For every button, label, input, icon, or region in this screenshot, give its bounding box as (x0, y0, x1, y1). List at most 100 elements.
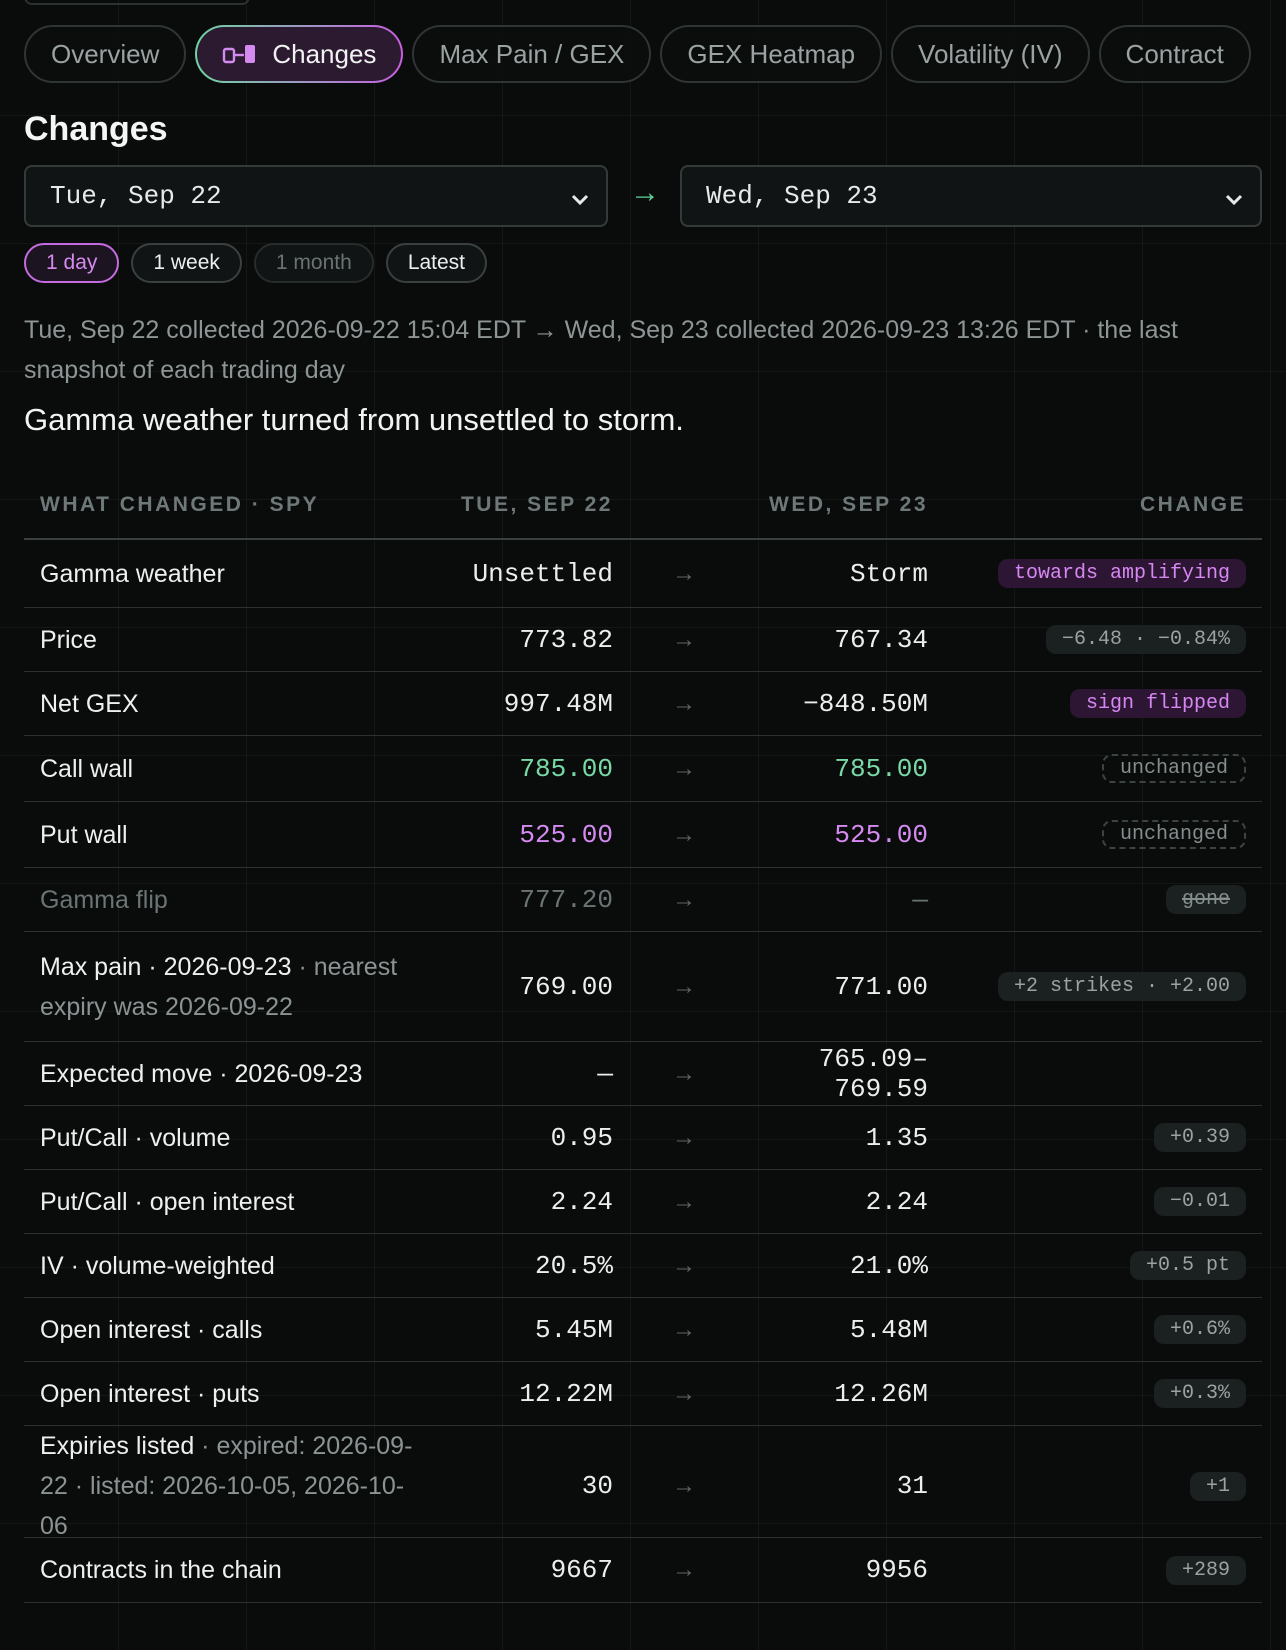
metric-label: Put/Call · volume (24, 1118, 434, 1158)
from-date-value: Tue, Sep 22 (50, 181, 222, 211)
range-latest-button[interactable]: Latest (385, 243, 488, 283)
snapshot-meta: Tue, Sep 22 collected 2026-09-22 15:04 E… (24, 316, 1178, 384)
metric-name: Put/Call · open interest (40, 1187, 295, 1216)
to-value: 31 (896, 1471, 928, 1501)
arrow-right-icon: → (672, 689, 696, 717)
metric-label: Expected move · 2026-09-23 (24, 1054, 434, 1094)
change-cell: +0.5 pt (944, 1251, 1262, 1280)
tab-label: Volatility (IV) (918, 38, 1063, 69)
metric-label: Expiries listed · expired: 2026-09-22 · … (24, 1426, 434, 1546)
to-value: 1.35 (865, 1122, 928, 1153)
table-body: Gamma weather Unsettled → Storm towards ampl… (24, 540, 1262, 1603)
change-badge: towards amplifying (997, 559, 1246, 588)
change-cell: +1 (944, 1471, 1262, 1501)
tab-gex-heatmap[interactable]: GEX Heatmap (660, 25, 883, 83)
diff-icon (222, 43, 258, 65)
range-arrow-icon: → (630, 176, 660, 209)
metric-label: Price (24, 620, 434, 660)
from-value: 777.20 (519, 884, 613, 915)
change-badge: gone (1165, 885, 1246, 914)
metric-name: Put/Call · volume (40, 1123, 231, 1152)
metric-label: Gamma weather (24, 554, 434, 594)
change-badge: +289 (1165, 1555, 1246, 1585)
metric-detail: · expired: 2026-09-22 · listed: 2026-10-… (40, 1432, 413, 1540)
from-value: 5.45M (534, 1314, 613, 1345)
table-row: Put/Call · volume 0.95 → 1.35 +0.39 (24, 1106, 1262, 1170)
table-row: Put wall 525.00 → 525.00 unchanged (24, 802, 1262, 868)
arrow-right-icon: → (672, 820, 696, 848)
tab-label: GEX Heatmap (687, 38, 856, 69)
from-value: 785.00 (519, 753, 613, 784)
change-badge: −6.48 · −0.84% (1045, 625, 1246, 654)
metric-name: Call wall (40, 754, 134, 783)
tab-label: Changes (272, 38, 377, 69)
chevron-down-icon (1224, 187, 1244, 217)
change-cell: towards amplifying (944, 559, 1262, 588)
from-value: 30 (581, 1471, 613, 1501)
arrow-right-icon: → (672, 1251, 696, 1279)
metric-label: Open interest · puts (24, 1374, 434, 1414)
to-date-value: Wed, Sep 23 (706, 181, 878, 211)
arrow-right-icon: → (672, 1123, 696, 1151)
table-row: Gamma flip 777.20 → — gone (24, 868, 1262, 932)
metric-label: Contracts in the chain (24, 1550, 434, 1590)
arrow-right-icon: → (672, 1187, 696, 1215)
to-value: 785.00 (834, 753, 928, 784)
tab-overview[interactable]: Overview (24, 25, 187, 83)
change-badge: unchanged (1101, 754, 1246, 783)
metric-label: Call wall (24, 749, 434, 789)
table-row: Price 773.82 → 767.34 −6.48 · −0.84% (24, 608, 1262, 672)
from-value: 12.22M (519, 1378, 613, 1409)
metric-name: Expiries listed (40, 1432, 195, 1460)
to-value: — (912, 884, 928, 915)
tab-contract[interactable]: Contract (1098, 25, 1251, 83)
range-1-week-button[interactable]: 1 week (131, 243, 242, 283)
tab-label: Overview (51, 38, 160, 69)
to-date-select[interactable]: Wed, Sep 23 (680, 165, 1262, 227)
tab-volatility-iv[interactable]: Volatility (IV) (891, 25, 1090, 83)
table-row: Gamma weather Unsettled → Storm towards ampl… (24, 540, 1262, 608)
range-1-day-button[interactable]: 1 day (24, 243, 120, 283)
change-cell: −0.01 (944, 1187, 1262, 1216)
from-value: 0.95 (550, 1122, 613, 1153)
tab-label: Contract (1125, 38, 1224, 69)
from-value: 9667 (550, 1555, 613, 1585)
change-cell: +2 strikes · +2.00 (944, 972, 1262, 1001)
to-value: 5.48M (849, 1314, 928, 1345)
table-row: Net GEX 997.48M → −848.50M sign flipped (24, 672, 1262, 736)
range-1-month-button[interactable]: 1 month (253, 243, 374, 283)
tab-changes[interactable]: Changes (195, 25, 403, 83)
change-badge: sign flipped (1069, 689, 1246, 718)
change-cell: unchanged (944, 754, 1262, 783)
chevron-down-icon (570, 187, 590, 217)
tab-bar: Overview Changes Max Pain / GEX GEX Heatmap… (24, 25, 1264, 83)
table-row: Put/Call · open interest 2.24 → 2.24 −0.01 (24, 1170, 1262, 1234)
metric-name: Open interest · puts (40, 1379, 260, 1408)
header-to: WED, SEP 23 (769, 493, 928, 516)
page-title: Changes (24, 110, 168, 148)
change-badge: +0.5 pt (1129, 1251, 1246, 1280)
metric-label: Put wall (24, 815, 434, 855)
metric-name: IV · volume-weighted (40, 1251, 275, 1280)
from-value: Unsettled (472, 558, 613, 589)
changes-table: WHAT CHANGED · SPY TUE, SEP 22 WED, SEP … (24, 472, 1262, 1603)
metric-detail: · nearest expiry was 2026-09-22 (40, 952, 398, 1021)
arrow-right-icon: → (672, 1315, 696, 1343)
change-cell: +289 (944, 1555, 1262, 1585)
table-row: Expected move · 2026-09-23 — → 765.09–769.5… (24, 1042, 1262, 1106)
tab-label: Max Pain / GEX (439, 38, 625, 69)
to-value: −848.50M (803, 688, 928, 719)
from-date-select[interactable]: Tue, Sep 22 (24, 165, 608, 227)
from-value: 997.48M (503, 688, 613, 719)
metric-name: Max pain · 2026-09-23 (40, 952, 292, 981)
tab-max-pain-gex[interactable]: Max Pain / GEX (412, 25, 652, 83)
arrow-right-icon: → (672, 1379, 696, 1407)
metric-name: Gamma weather (40, 559, 225, 588)
metric-name: Contracts in the chain (40, 1556, 282, 1584)
metric-name: Net GEX (40, 689, 139, 718)
change-cell: +0.6% (944, 1315, 1262, 1344)
header-change: CHANGE (1139, 493, 1246, 516)
header-metric: WHAT CHANGED · SPY (40, 493, 320, 516)
to-value: 525.00 (834, 819, 928, 850)
to-value: 771.00 (834, 971, 928, 1002)
